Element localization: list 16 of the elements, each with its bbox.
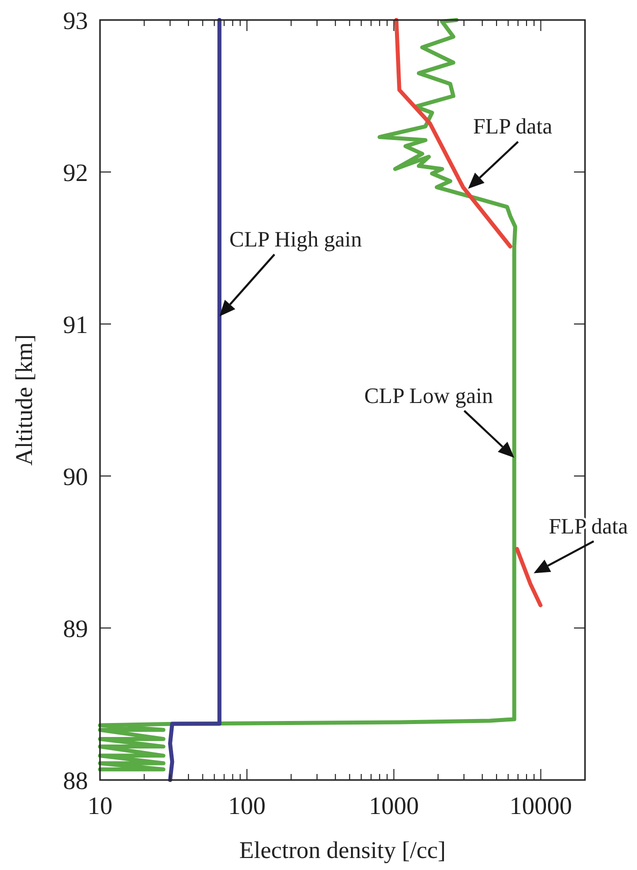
y-tick-label: 91 [63, 312, 88, 339]
x-tick-label: 100 [228, 793, 266, 820]
y-tick-label: 88 [63, 768, 88, 795]
annotation: FLP data [473, 114, 553, 139]
x-tick-label: 10000 [510, 793, 572, 820]
y-axis-title: Altitude [km] [12, 334, 38, 466]
x-tick-label: 1000 [368, 793, 419, 820]
y-tick-label: 93 [63, 8, 88, 35]
annotation: CLP High gain [229, 226, 362, 252]
line-series [168, 18, 222, 782]
y-tick-label: 89 [63, 616, 88, 643]
annotation: CLP Low gain [364, 382, 493, 408]
x-tick-label: 10 [88, 793, 112, 820]
y-tick-label: 90 [63, 464, 88, 491]
y-tick-label: 92 [63, 160, 88, 187]
x-axis-title: Electron density [/cc] [239, 838, 446, 864]
